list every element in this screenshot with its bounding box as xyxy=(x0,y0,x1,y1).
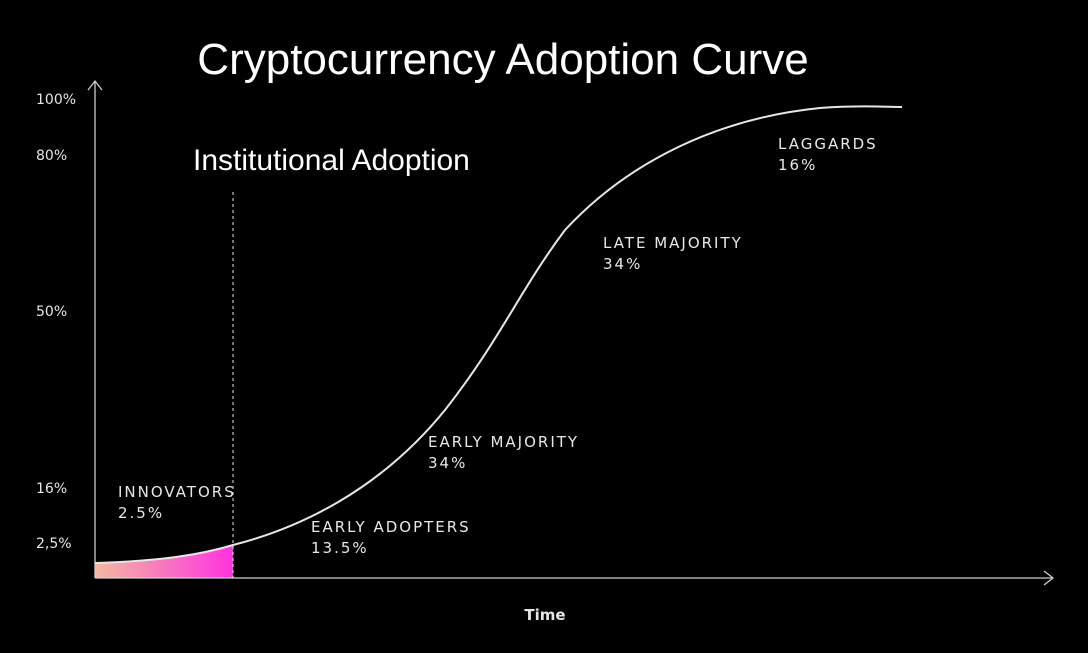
y-tick-label: 50% xyxy=(36,304,67,320)
segment-share: 16% xyxy=(778,156,817,174)
y-axis-arrow xyxy=(87,79,103,91)
segment-name: LAGGARDS xyxy=(778,135,878,153)
segment-share: 34% xyxy=(603,255,642,273)
segment-labels: INNOVATORS 2.5% EARLY ADOPTERS 13.5% EARLY M… xyxy=(118,135,878,557)
y-axis-ticks: 100% 80% 50% 16% 2,5% xyxy=(36,92,76,552)
y-tick-label: 80% xyxy=(36,148,67,164)
segment-name: EARLY ADOPTERS xyxy=(311,518,471,536)
y-tick-label: 2,5% xyxy=(36,536,72,552)
segment-name: LATE MAJORITY xyxy=(603,234,743,252)
x-axis-arrow xyxy=(1043,570,1055,586)
segment-name: INNOVATORS xyxy=(118,483,236,501)
segment-share: 13.5% xyxy=(311,539,369,557)
institutional-adoption-label: Institutional Adoption xyxy=(193,144,470,177)
segment-share: 34% xyxy=(428,454,467,472)
y-tick-label: 16% xyxy=(36,481,67,497)
x-axis-label: Time xyxy=(524,606,565,624)
innovators-fill-area xyxy=(95,545,233,578)
y-tick-label: 100% xyxy=(36,92,76,108)
adoption-curve-line xyxy=(94,105,903,564)
chart-title: Cryptocurrency Adoption Curve xyxy=(197,35,808,84)
segment-share: 2.5% xyxy=(118,504,164,522)
segment-name: EARLY MAJORITY xyxy=(428,433,579,451)
